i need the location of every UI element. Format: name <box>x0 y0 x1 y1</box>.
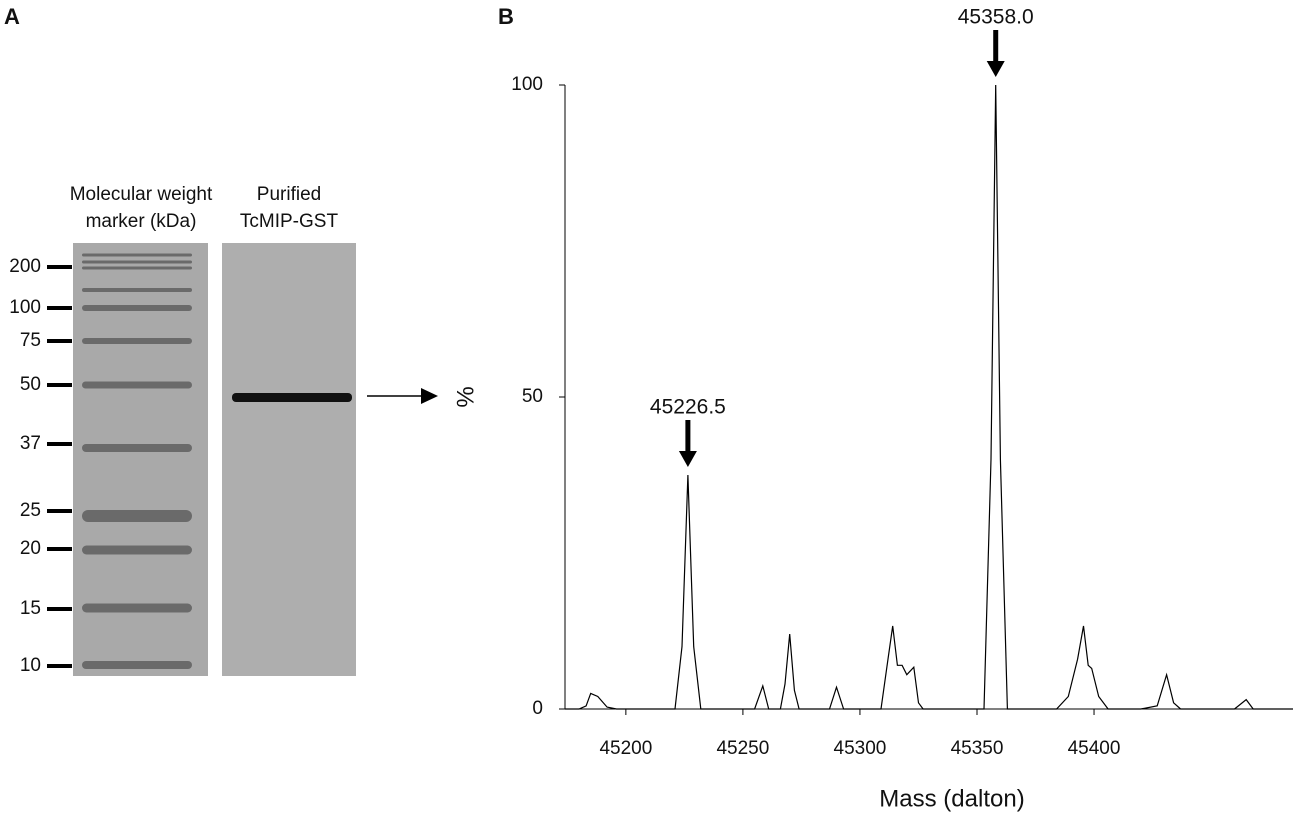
marker-label: 10 <box>20 655 41 676</box>
gel-panel <box>73 243 438 676</box>
lane-header: Molecular weight <box>70 184 213 205</box>
peak-annotation: 45358.0 <box>958 6 1034 29</box>
gel-band <box>82 444 192 452</box>
lane-header: marker (kDa) <box>86 211 197 232</box>
marker-label: 50 <box>20 374 41 395</box>
marker-label: 37 <box>20 433 41 454</box>
y-axis-label: % <box>452 386 479 407</box>
marker-label: 100 <box>9 297 41 318</box>
y-tick-label: 100 <box>511 74 543 95</box>
panel-label: B <box>498 4 514 29</box>
gel-band <box>82 305 192 311</box>
peak-arrow-head <box>678 451 697 467</box>
gel-band <box>82 266 192 270</box>
peak-arrow-head <box>986 61 1005 77</box>
gel-band <box>82 253 192 257</box>
gel-band <box>82 338 192 344</box>
spectrum-line <box>565 84 1293 710</box>
gel-band <box>82 260 192 264</box>
gel-band <box>82 288 192 292</box>
band-arrow-head <box>421 388 438 404</box>
peak-annotation: 45226.5 <box>650 396 726 419</box>
y-tick-label: 50 <box>522 386 543 407</box>
x-axis-label: Mass (dalton) <box>879 785 1024 812</box>
gel-band <box>82 661 192 669</box>
sample-lane <box>222 243 356 676</box>
panel-label: A <box>4 4 20 29</box>
gel-band <box>82 510 192 522</box>
marker-label: 15 <box>20 598 41 619</box>
gel-band <box>82 603 192 613</box>
y-tick-label: 0 <box>532 698 543 719</box>
x-tick-label: 45250 <box>716 738 769 759</box>
x-tick-label: 45400 <box>1068 738 1121 759</box>
gel-band <box>82 545 192 555</box>
x-tick-label: 45350 <box>951 738 1004 759</box>
marker-label: 200 <box>9 256 41 277</box>
x-tick-label: 45200 <box>599 738 652 759</box>
marker-label: 25 <box>20 500 41 521</box>
gel-band <box>232 393 352 402</box>
marker-label: 20 <box>20 538 41 559</box>
gel-band <box>82 381 192 389</box>
marker-label: 75 <box>20 330 41 351</box>
lane-header: Purified <box>257 184 321 205</box>
lane-header: TcMIP-GST <box>240 211 339 232</box>
x-tick-label: 45300 <box>834 738 887 759</box>
